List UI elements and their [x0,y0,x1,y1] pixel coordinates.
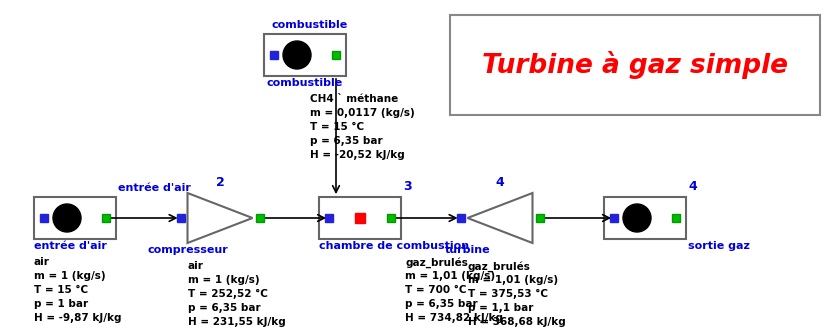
Bar [102,214,110,222]
Bar [270,51,278,59]
Text: T = 15 °C: T = 15 °C [310,122,364,132]
Circle shape [623,204,651,232]
Text: T = 15 °C: T = 15 °C [34,285,88,295]
Text: 4: 4 [688,180,696,193]
Bar [456,214,465,222]
Polygon shape [187,193,253,243]
Text: m = 1 (kg/s): m = 1 (kg/s) [187,275,259,285]
Text: p = 1,1 bar: p = 1,1 bar [468,303,533,313]
Text: H = 231,55 kJ/kg: H = 231,55 kJ/kg [187,317,286,327]
Text: Turbine à gaz simple: Turbine à gaz simple [482,51,788,79]
Text: gaz_brulés: gaz_brulés [468,261,530,272]
Bar [450,15,820,115]
Text: combustible: combustible [272,20,348,30]
Text: sortie gaz: sortie gaz [688,241,750,251]
Text: p = 6,35 bar: p = 6,35 bar [187,303,260,313]
Text: 3: 3 [403,180,412,193]
Text: CH4 ` méthane: CH4 ` méthane [310,94,398,104]
Bar [355,213,365,223]
Text: T = 700 °C: T = 700 °C [405,285,466,295]
Text: m = 0,0117 (kg/s): m = 0,0117 (kg/s) [310,108,415,118]
Text: combustible: combustible [267,78,343,88]
Bar [264,34,346,76]
Text: p = 6,35 bar: p = 6,35 bar [405,299,478,309]
Text: turbine: turbine [444,245,491,255]
Text: T = 252,52 °C: T = 252,52 °C [187,289,267,299]
Bar [40,214,48,222]
Polygon shape [468,193,533,243]
Text: H = -20,52 kJ/kg: H = -20,52 kJ/kg [310,150,405,160]
Text: m = 1 (kg/s): m = 1 (kg/s) [34,271,106,281]
Bar [176,214,185,222]
Bar [255,214,264,222]
Bar [604,197,686,239]
Text: H = 734,82 kJ/kg: H = 734,82 kJ/kg [405,313,503,323]
Text: entrée d'air: entrée d'air [118,183,191,193]
Bar [387,214,395,222]
Bar [536,214,543,222]
Text: chambre de combustion: chambre de combustion [319,241,469,251]
Bar [672,214,680,222]
Text: compresseur: compresseur [147,245,228,255]
Text: air: air [187,261,203,271]
Text: air: air [34,257,50,267]
Text: p = 6,35 bar: p = 6,35 bar [310,136,383,146]
Text: 4: 4 [496,176,504,189]
Text: p = 1 bar: p = 1 bar [34,299,88,309]
Circle shape [283,41,311,69]
Text: T = 375,53 °C: T = 375,53 °C [468,289,548,299]
Bar [319,197,401,239]
Text: entrée d'air: entrée d'air [34,241,107,251]
Text: H = -9,87 kJ/kg: H = -9,87 kJ/kg [34,313,122,323]
Text: 2: 2 [216,176,224,189]
Text: H = 368,68 kJ/kg: H = 368,68 kJ/kg [468,317,565,327]
Bar [332,51,340,59]
Text: gaz_brulés: gaz_brulés [405,257,468,268]
Bar [610,214,618,222]
Bar [325,214,333,222]
Bar [34,197,116,239]
Text: m = 1,01 (kg/s): m = 1,01 (kg/s) [405,271,495,281]
Circle shape [53,204,81,232]
Text: m = 1,01 (kg/s): m = 1,01 (kg/s) [468,275,558,285]
